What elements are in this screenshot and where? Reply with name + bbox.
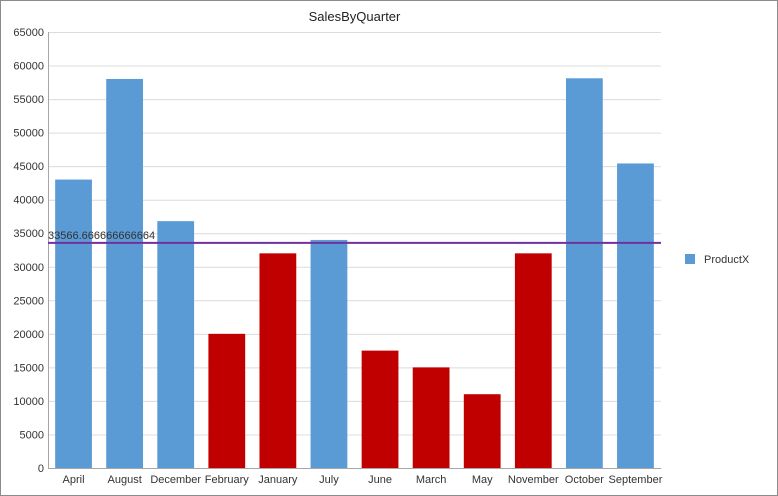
x-tick-label: May <box>472 474 493 486</box>
y-axis-ticks: 0 5000 10000 15000 20000 25000 30000 35000 40000… <box>13 27 44 475</box>
x-tick-label: February <box>205 474 250 486</box>
legend-swatch-productx <box>685 254 695 264</box>
x-tick-label: September <box>609 474 663 486</box>
bar-december <box>157 221 195 468</box>
chart-title: SalesByQuarter <box>309 9 401 24</box>
legend-label-productx: ProductX <box>704 254 750 266</box>
x-tick-label: November <box>508 474 559 486</box>
y-tick-label: 50000 <box>13 128 44 140</box>
y-tick-label: 65000 <box>13 27 44 39</box>
x-tick-label: April <box>63 474 85 486</box>
bar-february <box>208 333 246 468</box>
bar-july <box>310 239 348 468</box>
bar-august <box>106 78 144 468</box>
average-line-label: 33566.666666666664 <box>48 230 155 242</box>
bar-november <box>514 253 552 468</box>
legend: ProductX <box>685 254 750 266</box>
y-tick-label: 30000 <box>13 262 44 274</box>
bar-october <box>565 78 603 468</box>
x-tick-label: June <box>368 474 392 486</box>
y-tick-label: 40000 <box>13 195 44 207</box>
bar-september <box>617 163 654 468</box>
y-tick-label: 10000 <box>13 396 44 408</box>
y-tick-label: 60000 <box>13 61 44 73</box>
x-tick-label: October <box>565 474 604 486</box>
x-tick-label: December <box>150 474 201 486</box>
bar-january <box>259 253 297 468</box>
bars <box>55 78 654 469</box>
x-axis-ticks: April August December February January July Ju… <box>63 474 663 486</box>
y-tick-label: 15000 <box>13 362 44 374</box>
x-tick-label: January <box>258 474 298 486</box>
bar-march <box>412 367 450 468</box>
y-tick-label: 20000 <box>13 329 44 341</box>
y-tick-label: 5000 <box>20 429 44 441</box>
y-tick-label: 25000 <box>13 295 44 307</box>
grid-lines <box>48 32 661 436</box>
bar-may <box>463 394 501 468</box>
x-tick-label: July <box>319 474 339 486</box>
y-tick-label: 55000 <box>13 94 44 106</box>
bar-june <box>361 350 399 468</box>
x-tick-label: August <box>108 474 142 486</box>
bar-april <box>55 179 92 469</box>
y-tick-label: 0 <box>38 463 44 475</box>
y-tick-label: 45000 <box>13 161 44 173</box>
x-tick-label: March <box>416 474 447 486</box>
y-tick-label: 35000 <box>13 228 44 240</box>
